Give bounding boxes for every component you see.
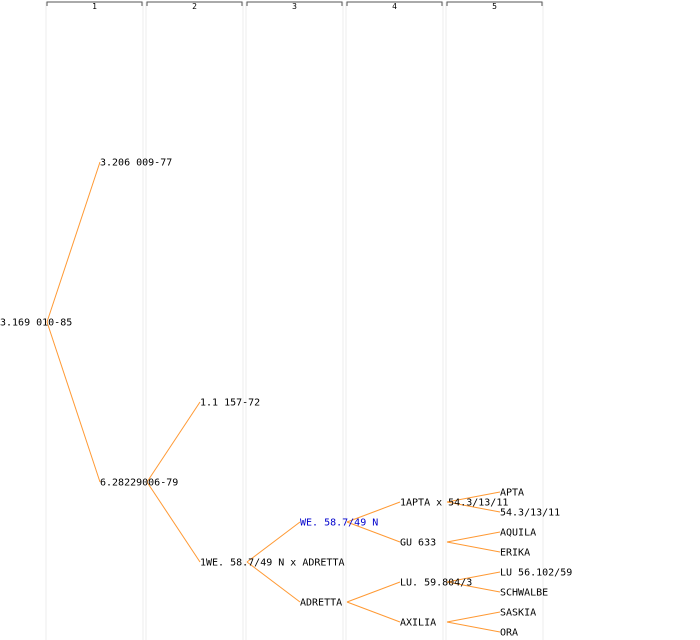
node-label-n8: GU 633 [400,538,436,549]
edge-n5-n7 [346,501,401,523]
edge-n8-n13 [446,531,501,543]
node-label-n2: 6.28229006-79 [100,478,178,489]
edge-n6-n10 [346,601,401,623]
node-label-n10: AXILIA [400,618,436,629]
node-label-n14: ERIKA [500,548,530,559]
column-number-5: 5 [492,2,497,11]
node-label-n1: 3.206 009-77 [100,158,172,169]
node-label-n13: AQUILA [500,528,536,539]
node-label-n18: ORA [500,628,518,639]
edge-n0-n1 [46,161,101,323]
node-label-n0: 3.169 010-85 [0,318,72,329]
node-label-n15: LU 56.102/59 [500,568,572,579]
edge-n2-n3 [146,401,201,483]
node-label-n12: 54.3/13/11 [500,508,560,519]
column-number-1: 1 [92,2,97,11]
node-label-n3: 1.1 157-72 [200,398,260,409]
edge-n6-n9 [346,581,401,603]
column-bracket-1 [46,1,143,6]
edge-n7-n12 [446,501,501,513]
node-label-n16: SCHWALBE [500,588,548,599]
node-label-n7: 1APTA x 54.3/13/11 [400,498,508,509]
edge-n4-n6 [246,561,301,603]
tree-edges [46,161,501,633]
node-label-n11: APTA [500,488,524,499]
edge-n9-n15 [446,571,501,583]
node-label-n9: LU. 59.804/3 [400,578,472,589]
edge-n9-n16 [446,581,501,593]
node-label-n6: ADRETTA [300,598,342,609]
edge-n10-n17 [446,611,501,623]
edge-n5-n8 [346,521,401,543]
column-number-3: 3 [292,2,297,11]
column-bracket-2 [146,1,243,6]
column-number-4: 4 [392,2,397,11]
column-grid [45,2,544,640]
edge-n4-n5 [246,521,301,563]
edge-n10-n18 [446,621,501,633]
edge-n0-n2 [46,321,101,483]
node-label-n5[interactable]: WE. 58.7/49 N [300,518,378,529]
tree-labels: 3.169 010-85 3.206 009-77 6.28229006-79 1.1… [0,158,572,639]
column-bracket-5 [446,1,543,6]
column-headers: 1 2 3 4 5 [46,1,543,11]
node-label-n17: SASKIA [500,608,536,619]
edge-n7-n11 [446,491,501,503]
column-bracket-3 [246,1,343,6]
column-number-2: 2 [192,2,197,11]
edge-n2-n4 [146,481,201,563]
column-bracket-4 [346,1,443,6]
node-label-n4: 1WE. 58.7/49 N x ADRETTA [200,558,345,569]
edge-n8-n14 [446,541,501,553]
